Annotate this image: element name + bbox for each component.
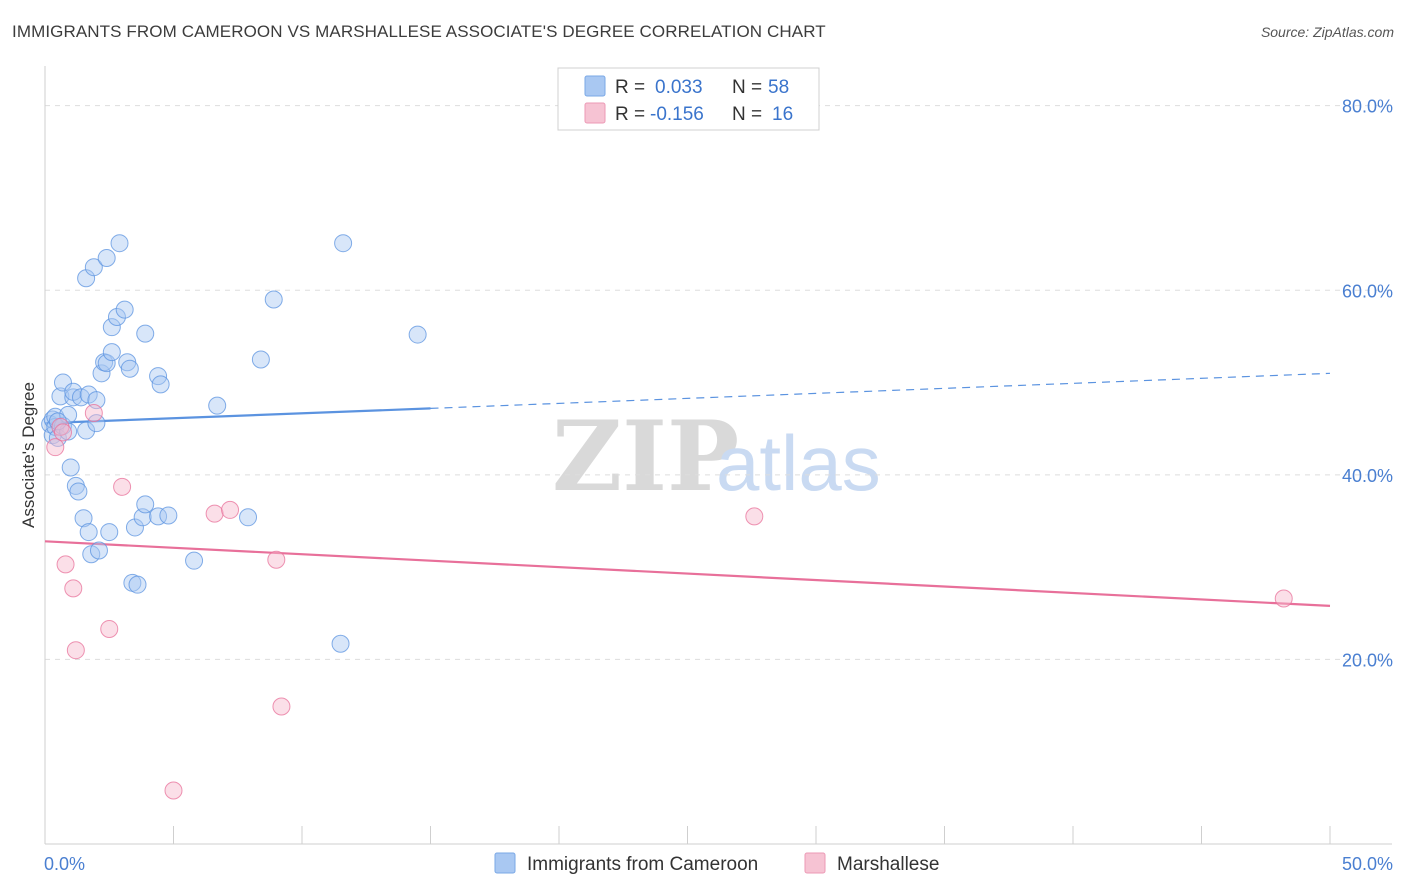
legend-r-value-0: 0.033 (655, 77, 703, 98)
point-cameroon-32 (102, 318, 121, 337)
point-cameroon-50 (208, 396, 227, 415)
point-cameroon-34 (107, 308, 126, 327)
chart-title: IMMIGRANTS FROM CAMEROON VS MARSHALLESE … (12, 22, 826, 41)
y-tick-label-1: 40.0% (1342, 466, 1393, 486)
point-marshallese-11 (267, 550, 286, 569)
trend-line-0 (44, 407, 431, 425)
tick-labels: 20.0% 40.0% 60.0% 80.0% 0.0% 50.0% (44, 97, 1393, 874)
point-marshallese-9 (205, 504, 224, 523)
point-cameroon-45 (149, 507, 168, 526)
point-cameroon-48 (159, 506, 178, 525)
point-cameroon-43 (136, 324, 155, 343)
point-cameroon-52 (251, 350, 270, 369)
point-marshallese-10 (221, 500, 240, 519)
point-cameroon-12 (64, 388, 83, 407)
point-cameroon-30 (97, 248, 116, 267)
bottom-legend-label-0: Immigrants from Cameroon (527, 854, 758, 875)
point-cameroon-17 (74, 509, 93, 528)
point-cameroon-55 (334, 234, 353, 253)
watermark-atlas: atlas (716, 419, 881, 507)
legend-r-label-1: R = (615, 104, 645, 125)
bottom-legend-label-1: Marshallese (837, 854, 939, 875)
point-cameroon-25 (87, 414, 106, 433)
point-marshallese-4 (66, 641, 85, 660)
point-cameroon-23 (84, 258, 103, 277)
source-credit: Source: ZipAtlas.com (1260, 24, 1394, 40)
point-cameroon-26 (89, 541, 108, 560)
point-cameroon-40 (125, 518, 144, 537)
point-cameroon-33 (102, 343, 121, 362)
point-marshallese-8 (164, 781, 183, 800)
point-cameroon-29 (97, 354, 116, 373)
point-cameroon-49 (185, 551, 204, 570)
point-marshallese-7 (113, 477, 132, 496)
y-tick-label-0: 20.0% (1342, 650, 1393, 670)
watermark-zip: ZIP (552, 400, 739, 513)
point-marshallese-3 (64, 579, 83, 598)
point-marshallese-0 (46, 438, 65, 457)
legend-n-value-0: 58 (768, 77, 789, 98)
x-tick-label-1: 50.0% (1342, 854, 1393, 874)
point-cameroon-35 (110, 234, 129, 253)
point-cameroon-47 (151, 375, 170, 394)
point-cameroon-15 (69, 482, 88, 501)
y-tick-label-2: 60.0% (1342, 281, 1393, 301)
point-marshallese-15 (53, 423, 72, 442)
y-axis-label: Associate's Degree (19, 382, 38, 528)
point-cameroon-44 (136, 495, 155, 514)
point-marshallese-12 (272, 697, 291, 716)
legend-r-value-1: -0.156 (650, 104, 704, 125)
point-cameroon-53 (264, 290, 283, 309)
trend-line-1 (44, 540, 1331, 607)
legend-n-value-1: 16 (772, 104, 793, 125)
bottom-legend-swatch-pink (804, 852, 826, 874)
point-cameroon-54 (331, 634, 350, 653)
data-points (41, 234, 1293, 800)
trend-line-extension-0 (430, 372, 1331, 409)
point-marshallese-2 (56, 555, 75, 574)
trend-lines (44, 372, 1331, 607)
legend-n-label-0: N = (732, 77, 762, 98)
point-marshallese-6 (100, 619, 119, 638)
point-cameroon-31 (100, 523, 119, 542)
legend-swatch-pink (584, 102, 606, 124)
point-cameroon-51 (239, 508, 258, 527)
point-cameroon-38 (120, 359, 139, 378)
point-cameroon-36 (115, 300, 134, 319)
point-marshallese-5 (84, 404, 103, 423)
series-legend: Immigrants from Cameroon Marshallese (494, 852, 939, 875)
point-cameroon-56 (408, 325, 427, 344)
y-tick-label-3: 80.0% (1342, 97, 1393, 117)
point-cameroon-8 (53, 373, 72, 392)
legend-r-label-0: R = (615, 77, 645, 98)
legend-n-label-1: N = (732, 104, 762, 125)
point-marshallese-14 (1274, 589, 1293, 608)
legend-swatch-blue (584, 75, 606, 97)
point-cameroon-27 (92, 364, 111, 383)
point-cameroon-19 (77, 421, 96, 440)
grid-lines (45, 105, 1392, 660)
point-cameroon-11 (61, 458, 80, 477)
point-cameroon-21 (79, 523, 98, 542)
bottom-legend-swatch-blue (494, 852, 516, 874)
axes (44, 66, 1392, 845)
point-marshallese-13 (745, 507, 764, 526)
point-cameroon-41 (128, 575, 147, 594)
stats-legend: R = 0.033 N = 58 R = -0.156 N = 16 (557, 67, 820, 131)
x-tick-label-0: 0.0% (44, 854, 85, 874)
